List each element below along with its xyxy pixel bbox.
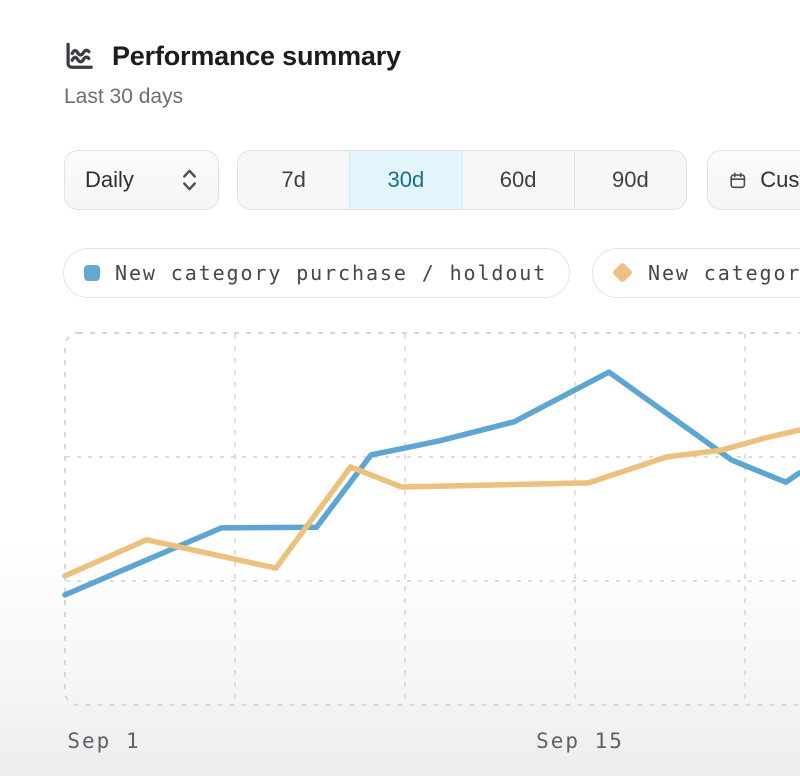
granularity-select[interactable]: Daily [64,150,219,210]
range-tab-90d[interactable]: 90d [573,151,686,209]
panel-bottom-fade [0,540,800,776]
custom-range-button[interactable]: Custom [707,150,800,210]
range-tab-60d[interactable]: 60d [461,151,574,209]
legend-label: New category purchase [648,261,800,285]
custom-range-label: Custom [760,167,800,192]
legend-square-marker [84,265,100,281]
range-tab-30d[interactable]: 30d [349,151,462,209]
calendar-icon [730,172,746,188]
page-subtitle: Last 30 days [64,85,184,108]
series-line-square [62,369,800,598]
range-tab-7d[interactable]: 7d [281,167,306,192]
chevron-up-down-icon [183,169,196,191]
plot-dashed-border [64,332,800,706]
series-lines [62,369,800,598]
legend-diamond-marker [611,261,634,284]
range-tab-group: 7d 30d 60d 90d [237,150,687,210]
page-title: Performance summary [112,41,401,71]
legend-item-holdout[interactable]: New category purchase / holdout [63,248,571,298]
series-line-diamond [62,427,800,579]
legend-item-purchase[interactable]: New category purchase [592,248,800,298]
granularity-value: Daily [85,167,134,192]
chart-waves-icon [66,42,93,69]
gridlines [66,334,800,704]
legend-label: New category purchase / holdout [115,261,548,285]
